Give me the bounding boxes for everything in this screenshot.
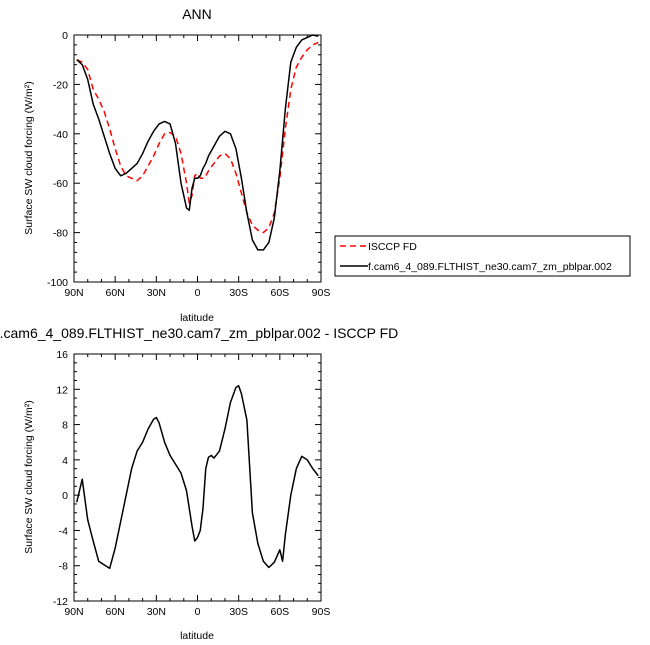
top-y-tick-label: -40 — [53, 129, 68, 141]
bottom-x-tick-label: 60N — [106, 606, 125, 618]
top-plot-frame — [73, 34, 322, 283]
top-chart-title: ANN — [182, 6, 212, 22]
bottom-y-axis-label: Surface SW cloud forcing (W/m²) — [23, 400, 35, 553]
bottom-x-tick-label: 30S — [229, 606, 248, 618]
bottom-x-tick-label: 0 — [195, 606, 201, 618]
bottom-plot-frame — [73, 353, 322, 602]
top-y-axis-label: Surface SW cloud forcing (W/m²) — [23, 81, 35, 234]
bottom-chart-title: f.cam6_4_089.FLTHIST_ne30.cam7_zm_pblpar… — [0, 325, 398, 341]
bottom-series-line-difference — [76, 385, 319, 570]
top-x-tick-label: 30S — [229, 287, 248, 299]
top-series-line-model — [76, 34, 319, 251]
top-panel: ANN Surface SW cloud forcing (W/m²) lati… — [23, 6, 330, 324]
bottom-y-tick-label: 4 — [62, 455, 68, 467]
bottom-y-tick-label: -12 — [53, 596, 68, 608]
bottom-x-tick-label: 60S — [270, 606, 289, 618]
bottom-y-tick-label: -4 — [59, 525, 68, 537]
top-x-tick-label: 0 — [195, 287, 201, 299]
top-x-tick-label: 60N — [106, 287, 125, 299]
top-x-tick-label: 90N — [64, 287, 83, 299]
legend-box — [334, 235, 631, 277]
bottom-y-tick-label: -8 — [59, 561, 68, 573]
bottom-x-axis-label: latitude — [180, 630, 214, 642]
bottom-y-tick-label: 8 — [62, 420, 68, 432]
top-y-tick-label: -100 — [47, 277, 68, 289]
bottom-x-tick-label: 90S — [312, 606, 331, 618]
bottom-panel: f.cam6_4_089.FLTHIST_ne30.cam7_zm_pblpar… — [0, 325, 398, 642]
bottom-x-tick-label: 30N — [147, 606, 166, 618]
top-x-axis-label: latitude — [180, 312, 214, 324]
bottom-x-tick-label: 90N — [64, 606, 83, 618]
top-x-tick-label: 60S — [270, 287, 289, 299]
top-y-tick-label: -80 — [53, 228, 68, 240]
bottom-y-tick-label: 12 — [56, 384, 68, 396]
top-x-tick-label: 30N — [147, 287, 166, 299]
bottom-y-tick-label: 0 — [62, 490, 68, 502]
bottom-y-tick-label: 16 — [56, 349, 68, 361]
legend-label-isccp: ISCCP FD — [368, 241, 417, 253]
top-y-tick-label: -60 — [53, 178, 68, 190]
top-y-tick-label: -20 — [53, 79, 68, 91]
legend: ISCCP FD f.cam6_4_089.FLTHIST_ne30.cam7_… — [334, 235, 631, 277]
legend-label-model: f.cam6_4_089.FLTHIST_ne30.cam7_zm_pblpar… — [368, 261, 612, 273]
top-x-tick-label: 90S — [312, 287, 331, 299]
top-y-tick-label: 0 — [62, 30, 68, 42]
